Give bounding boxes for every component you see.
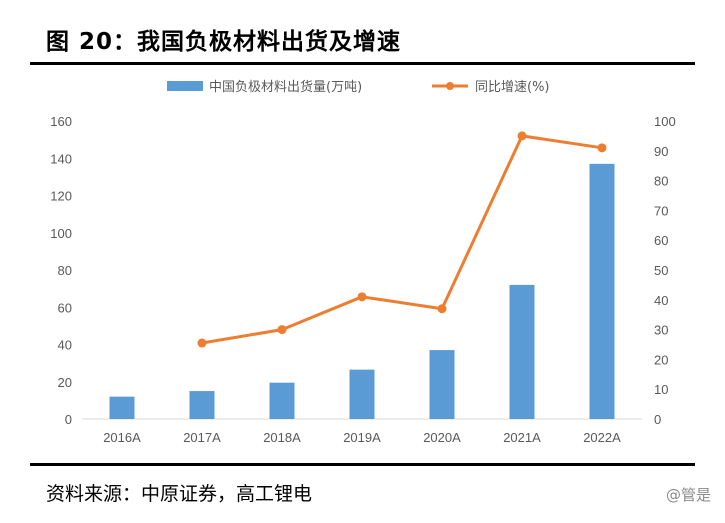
chart-legend: 中国负极材料出货量(万吨) 同比增速(%) <box>167 79 550 95</box>
bottom-rule <box>30 463 695 466</box>
y-left-tick-label: 120 <box>50 189 72 204</box>
y-right-tick-label: 100 <box>654 114 676 129</box>
y-right-tick-label: 30 <box>654 323 668 338</box>
bar <box>349 369 375 419</box>
x-tick-label: 2017A <box>183 430 221 445</box>
y-right-tick-label: 0 <box>654 412 661 427</box>
legend-line-label: 同比增速(%) <box>475 80 550 95</box>
figure-title: 图 20：我国负极材料出货及增速 <box>46 29 402 55</box>
x-tick-label: 2019A <box>343 430 381 445</box>
line-point <box>517 131 527 141</box>
line-point <box>597 143 607 153</box>
y-right-tick-label: 10 <box>654 382 668 397</box>
x-tick-label: 2018A <box>263 430 301 445</box>
y-left-tick-label: 40 <box>58 338 72 353</box>
y-right-tick-label: 40 <box>654 293 668 308</box>
bar-series <box>109 163 615 419</box>
y-right-tick-label: 50 <box>654 263 668 278</box>
y-left-tick-label: 20 <box>58 375 72 390</box>
y-left-tick-label: 0 <box>65 412 72 427</box>
y-right-tick-label: 60 <box>654 233 668 248</box>
y-left-tick-label: 60 <box>58 300 72 315</box>
line-point <box>277 325 287 335</box>
y-left-tick-label: 140 <box>50 151 72 166</box>
x-tick-label: 2021A <box>503 430 541 445</box>
top-rule <box>30 62 695 65</box>
growth-line <box>201 134 603 345</box>
bar <box>109 396 135 419</box>
bar <box>589 163 615 419</box>
line-point <box>197 338 207 348</box>
line-point <box>437 304 447 314</box>
watermark: @管是 <box>665 486 711 504</box>
tick-labels: 0 20 40 60 80 100 120 140 160 0 10 20 30 40 50 60 70 80 90… <box>50 114 675 445</box>
bar <box>269 382 295 419</box>
x-tick-label: 2016A <box>103 430 141 445</box>
y-right-tick-label: 20 <box>654 352 668 367</box>
bar <box>189 391 215 419</box>
bar <box>429 350 455 419</box>
line-point <box>357 292 367 302</box>
legend-bar-label: 中国负极材料出货量(万吨) <box>209 79 362 95</box>
line-series <box>197 131 607 348</box>
y-left-tick-label: 160 <box>50 114 72 129</box>
y-left-tick-label: 80 <box>58 263 72 278</box>
y-left-tick-label: 100 <box>50 226 72 241</box>
source-note: 资料来源：中原证券，高工锂电 <box>46 483 313 505</box>
legend-bar-swatch <box>167 81 203 91</box>
x-tick-label: 2022A <box>583 430 621 445</box>
y-right-tick-label: 80 <box>654 174 668 189</box>
y-right-tick-label: 70 <box>654 203 668 218</box>
x-tick-label: 2020A <box>423 430 461 445</box>
legend-line-marker <box>446 82 454 90</box>
y-right-tick-label: 90 <box>654 144 668 159</box>
bar <box>509 284 535 419</box>
